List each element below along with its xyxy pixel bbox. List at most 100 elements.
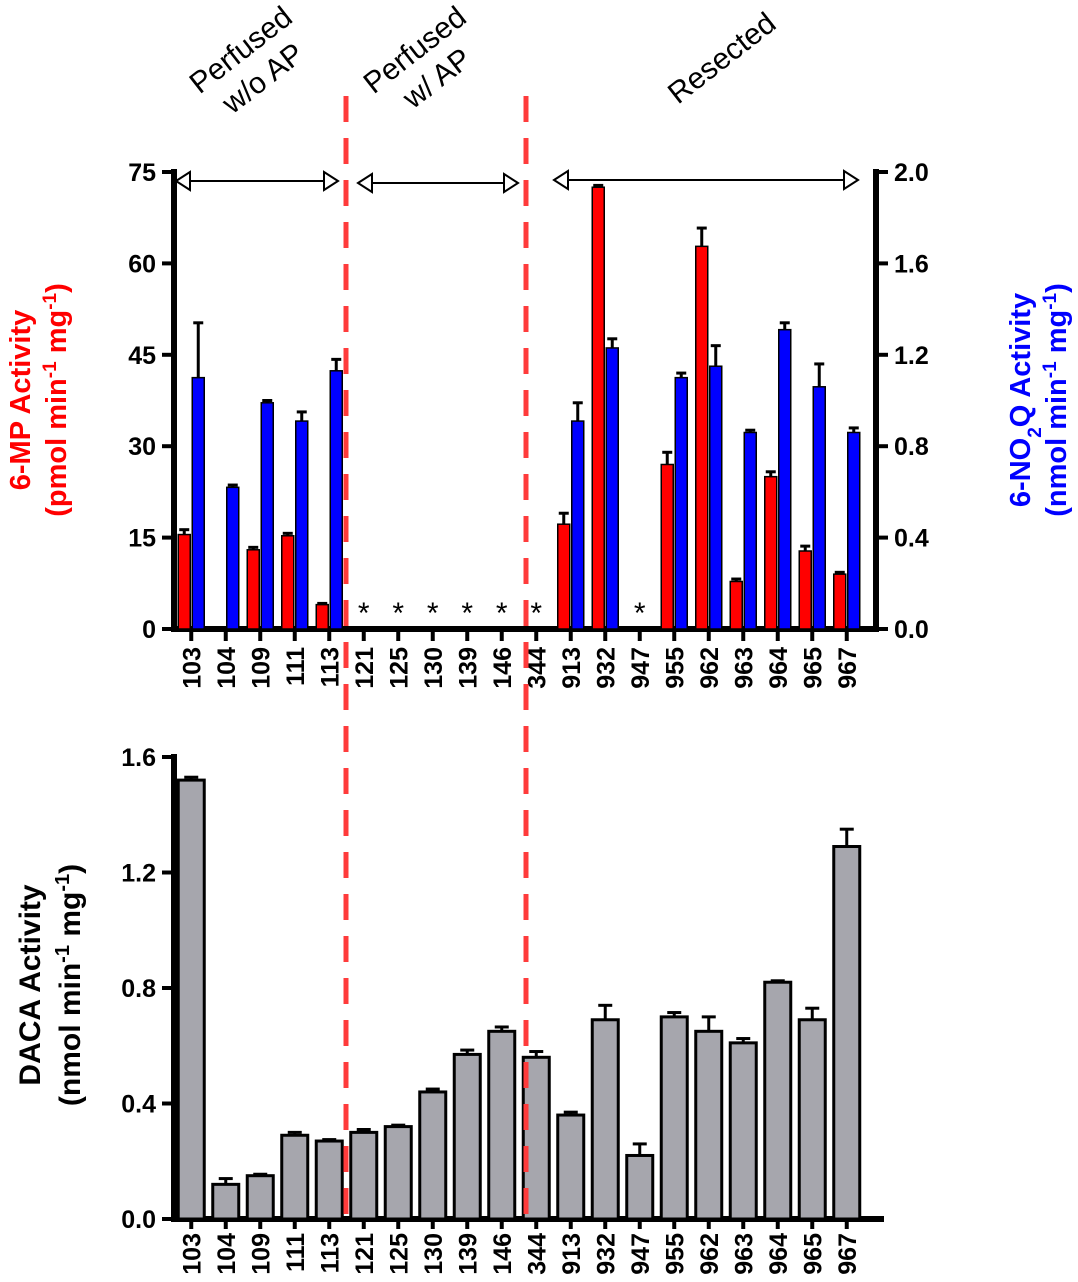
daca-bar-104	[211, 1182, 241, 1221]
bottom-category-label-962: 962	[696, 1233, 724, 1275]
6mp-bar-103	[177, 533, 191, 630]
bottom-category-label-103: 103	[178, 1233, 206, 1275]
daca-bar-932	[590, 1018, 620, 1221]
bottom-category-label-109: 109	[247, 1233, 275, 1275]
right-y-axis-label: 6-NO2Q Activity (nmol min-1 mg-1)	[1005, 283, 1073, 517]
top-category-label-965: 965	[799, 647, 827, 689]
not-detected-star-947: *	[634, 597, 646, 630]
top-category-label-962: 962	[696, 647, 724, 689]
bottom-category-label-947: 947	[627, 1233, 655, 1275]
bottom-category-label-913: 913	[558, 1233, 586, 1275]
bottom-category-label-963: 963	[730, 1233, 758, 1275]
top-category-label-932: 932	[592, 647, 620, 689]
not-detected-markers: * * * * * * *	[358, 597, 646, 630]
6no2q-bar-964	[778, 328, 792, 630]
left-y-tick-label: 45	[128, 342, 156, 370]
bottom-category-label-104: 104	[213, 1233, 241, 1275]
bottom-category-label-130: 130	[420, 1233, 448, 1275]
not-detected-star-146: *	[496, 597, 508, 630]
top-category-label-121: 121	[351, 647, 379, 689]
bottom-category-label-139: 139	[454, 1233, 482, 1275]
6mp-bar-113	[315, 603, 329, 630]
bottom-y-tick-label: 0.4	[121, 1091, 156, 1119]
right-y-tick-label: 1.6	[894, 250, 929, 278]
group-range-arrows	[174, 169, 860, 194]
top-category-label-967: 967	[834, 647, 862, 689]
6no2q-bar-113	[329, 370, 343, 630]
not-detected-star-121: *	[358, 597, 370, 630]
not-detected-star-130: *	[427, 597, 439, 630]
daca-bar-962	[694, 1029, 724, 1221]
6mp-bar-967	[833, 573, 847, 630]
left-y-label-line1: 6-MP Activity	[5, 310, 37, 491]
range-arrow-head-right-group3	[843, 169, 860, 191]
bottom-y-label-line1: DACA Activity	[14, 884, 47, 1085]
bottom-category-label-111: 111	[282, 1233, 310, 1272]
daca-bar-964	[763, 980, 793, 1221]
bottom-y-tick-label: 1.6	[121, 744, 156, 772]
range-arrow-head-right-group2	[503, 172, 520, 194]
6mp-bar-965	[798, 550, 812, 630]
bottom-bars	[176, 775, 862, 1221]
6mp-bar-109	[246, 549, 260, 630]
bottom-y-label-line2: (nmol min-1 mg-1)	[52, 864, 87, 1106]
6mp-bar-963	[729, 580, 743, 630]
top-category-label-125: 125	[385, 647, 413, 689]
left-y-tick-label: 0	[142, 616, 156, 644]
daca-bar-913	[556, 1113, 586, 1221]
group-label-perfused-with-ap: Perfused w/ AP	[358, 0, 478, 116]
bottom-y-tick-label: 0.8	[121, 975, 156, 1003]
range-arrow-head-left-group2	[356, 172, 373, 194]
top-category-label-111: 111	[282, 647, 310, 686]
top-ticks: 0 15 30 45 60 75 0.0 0.4 0.8 1.2 1.6 2.0	[128, 159, 929, 644]
top-category-labels: 103 104 109 111 113 121 125 130 139 146 344 913 932 9…	[178, 647, 862, 689]
bottom-ticks: 0.0 0.4 0.8 1.2 1.6	[121, 744, 849, 1234]
top-category-label-913: 913	[558, 647, 586, 689]
bottom-category-label-113: 113	[316, 1233, 344, 1273]
bottom-category-label-955: 955	[661, 1233, 689, 1275]
bottom-panel: 0.0 0.4 0.8 1.2 1.6 103 104 109 111 113 121 125 130…	[14, 744, 884, 1275]
right-y-tick-label: 2.0	[894, 159, 929, 187]
right-y-tick-label: 0.8	[894, 433, 929, 461]
daca-bar-111	[280, 1133, 310, 1221]
6no2q-bar-103	[191, 376, 205, 630]
top-category-label-146: 146	[489, 647, 517, 689]
bottom-category-labels: 103 104 109 111 113 121 125 130 139 146 344 913 932 9…	[178, 1233, 862, 1275]
bottom-category-label-344: 344	[523, 1233, 551, 1275]
top-category-label-955: 955	[661, 647, 689, 689]
daca-bar-963	[728, 1041, 758, 1221]
range-arrow-head-left-group3	[552, 169, 569, 191]
top-category-label-964: 964	[765, 647, 793, 689]
daca-bar-113	[314, 1139, 344, 1221]
not-detected-star-125: *	[392, 597, 404, 630]
daca-bar-967	[832, 845, 862, 1221]
top-category-label-104: 104	[213, 647, 241, 689]
bottom-category-label-932: 932	[592, 1233, 620, 1275]
top-category-label-963: 963	[730, 647, 758, 689]
right-y-label-line2: (nmol min-1 mg-1)	[1040, 283, 1074, 517]
bottom-y-tick-label: 1.2	[121, 860, 156, 888]
6mp-bar-962	[695, 245, 709, 630]
top-bars	[177, 183, 861, 630]
left-y-tick-label: 15	[128, 525, 156, 553]
6no2q-bar-932	[605, 347, 619, 630]
6no2q-bar-104	[226, 486, 240, 630]
bottom-category-label-965: 965	[799, 1233, 827, 1275]
top-category-label-113: 113	[316, 647, 344, 687]
6no2q-bar-967	[847, 431, 861, 630]
top-category-label-139: 139	[454, 647, 482, 689]
top-category-label-130: 130	[420, 647, 448, 689]
top-category-label-947: 947	[627, 647, 655, 689]
daca-bar-125	[383, 1125, 413, 1221]
6no2q-bar-913	[571, 420, 585, 630]
daca-bar-130	[418, 1090, 448, 1221]
daca-bar-103	[176, 778, 206, 1221]
6no2q-bar-955	[674, 376, 688, 630]
right-y-label-line1: 6-NO2Q Activity	[1005, 293, 1046, 507]
group-label-resected: Resected	[662, 6, 782, 110]
left-y-tick-label: 75	[128, 159, 156, 187]
daca-bar-121	[349, 1130, 379, 1221]
bottom-category-label-146: 146	[489, 1233, 517, 1275]
group-dividers	[343, 96, 529, 1222]
bottom-category-label-967: 967	[834, 1233, 862, 1275]
